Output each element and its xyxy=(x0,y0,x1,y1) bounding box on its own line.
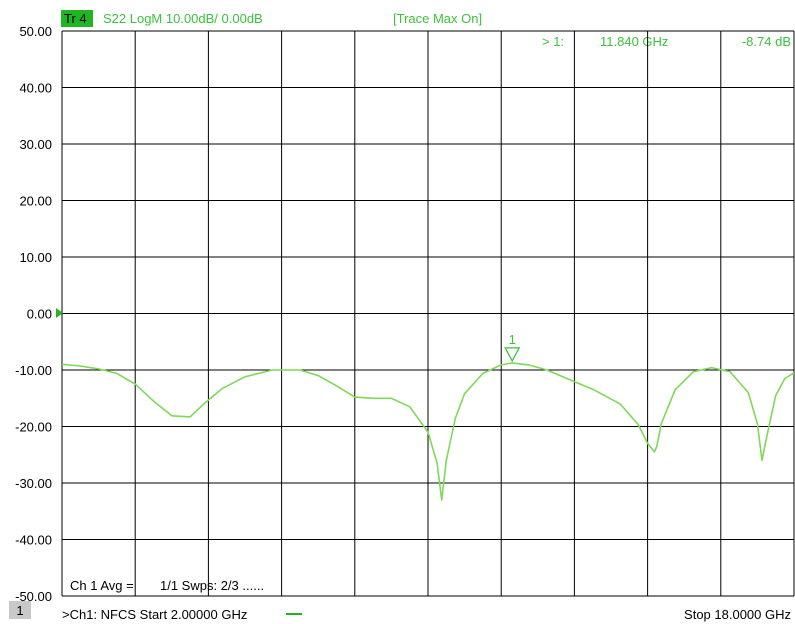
channel-badge-bg xyxy=(9,601,31,619)
trace-badge-bg xyxy=(61,10,93,27)
y-tick-label: 20.00 xyxy=(19,194,52,209)
trace-badge[interactable]: Tr 4 xyxy=(64,11,87,26)
channel-info: >Ch1: NFCS Start 2.00000 GHz xyxy=(62,607,247,622)
y-tick-labels: 50.00 40.00 30.00 20.00 10.00 0.00 -10.00 -20.0… xyxy=(15,24,52,604)
y-tick-label: -10.00 xyxy=(15,363,52,378)
y-tick-label: 0.00 xyxy=(27,307,52,322)
marker-readout-label: > 1: xyxy=(542,34,564,49)
trace-info: S22 LogM 10.00dB/ 0.00dB xyxy=(103,11,263,26)
stop-frequency: Stop 18.0000 GHz xyxy=(684,607,791,622)
trace-line xyxy=(61,362,795,501)
reference-level-arrow-icon[interactable] xyxy=(56,308,63,318)
sweep-status: 1/1 Swps: 2/3 ...... xyxy=(160,578,264,593)
marker-readout-frequency: 11.840 GHz xyxy=(600,34,668,49)
trace-mode: [Trace Max On] xyxy=(393,11,482,26)
marker-label: 1 xyxy=(509,332,516,347)
y-tick-label: 40.00 xyxy=(19,81,52,96)
grid xyxy=(61,30,795,597)
y-tick-label: -50.00 xyxy=(15,589,52,604)
marker-layer: 1 xyxy=(504,332,521,363)
trace-layer xyxy=(61,362,795,501)
avg-status: Ch 1 Avg = xyxy=(70,578,134,593)
marker-readout-value: -8.74 dB xyxy=(742,34,791,49)
y-tick-label: -40.00 xyxy=(15,533,52,548)
y-tick-label: 10.00 xyxy=(19,250,52,265)
channel-badge[interactable]: 1 xyxy=(16,603,23,618)
y-tick-label: -20.00 xyxy=(15,420,52,435)
marker-triangle[interactable] xyxy=(504,347,521,363)
y-tick-label: 30.00 xyxy=(19,137,52,152)
y-tick-label: 50.00 xyxy=(19,24,52,39)
y-tick-label: -30.00 xyxy=(15,476,52,491)
